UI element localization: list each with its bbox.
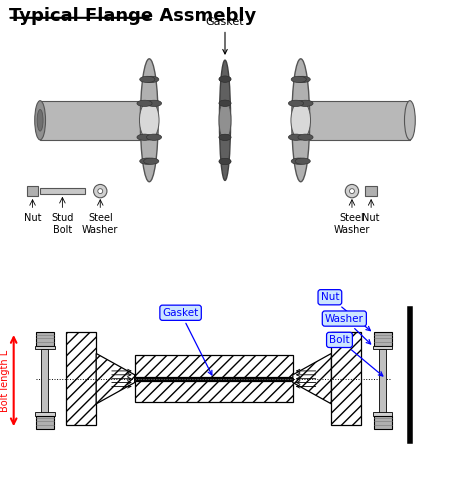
- Ellipse shape: [140, 59, 158, 182]
- Ellipse shape: [37, 109, 43, 131]
- Text: Bolt: Bolt: [329, 335, 383, 376]
- Bar: [35, 346, 55, 349]
- Bar: [298, 100, 410, 140]
- Ellipse shape: [296, 109, 302, 131]
- Ellipse shape: [288, 100, 304, 106]
- Ellipse shape: [288, 134, 304, 141]
- Ellipse shape: [298, 134, 313, 141]
- Ellipse shape: [219, 134, 231, 141]
- Text: Gasket: Gasket: [206, 17, 244, 54]
- Text: Stud
Bolt: Stud Bolt: [51, 213, 74, 235]
- Ellipse shape: [345, 185, 359, 198]
- Ellipse shape: [137, 134, 152, 141]
- Ellipse shape: [146, 134, 162, 141]
- Bar: [365, 186, 377, 196]
- Bar: [35, 412, 55, 415]
- Ellipse shape: [291, 100, 310, 140]
- Ellipse shape: [219, 134, 231, 141]
- Ellipse shape: [219, 76, 231, 82]
- Ellipse shape: [219, 158, 231, 164]
- Text: Nut: Nut: [362, 213, 380, 223]
- Text: Gasket: Gasket: [162, 308, 212, 375]
- Ellipse shape: [350, 189, 355, 194]
- Bar: [135, 355, 293, 377]
- Ellipse shape: [146, 100, 162, 106]
- Text: Washer: Washer: [325, 313, 371, 344]
- Text: Typical Flange Assmebly: Typical Flange Assmebly: [9, 6, 256, 25]
- Bar: [379, 349, 386, 415]
- Text: Nut: Nut: [24, 213, 41, 223]
- Bar: [374, 415, 392, 429]
- Text: Steel
Washer: Steel Washer: [82, 213, 118, 235]
- Bar: [135, 381, 293, 402]
- Ellipse shape: [137, 100, 152, 106]
- Bar: [373, 412, 392, 415]
- Ellipse shape: [405, 100, 415, 140]
- Bar: [135, 378, 293, 380]
- Bar: [40, 100, 152, 140]
- Ellipse shape: [219, 76, 231, 82]
- Ellipse shape: [144, 158, 159, 164]
- Ellipse shape: [219, 100, 231, 106]
- Bar: [36, 332, 54, 346]
- Ellipse shape: [146, 100, 157, 140]
- Ellipse shape: [219, 100, 231, 140]
- Text: Steel
Washer: Steel Washer: [334, 213, 370, 235]
- Bar: [373, 346, 392, 349]
- Bar: [41, 349, 48, 415]
- Ellipse shape: [140, 76, 155, 83]
- Bar: [27, 186, 38, 196]
- Polygon shape: [96, 353, 135, 404]
- Ellipse shape: [219, 158, 231, 164]
- Ellipse shape: [295, 158, 310, 164]
- Text: Nut: Nut: [320, 292, 370, 331]
- Ellipse shape: [98, 189, 103, 194]
- Ellipse shape: [140, 100, 159, 140]
- Bar: [374, 332, 392, 346]
- Ellipse shape: [298, 100, 313, 106]
- Bar: [36, 415, 54, 429]
- Text: Bolt length L: Bolt length L: [0, 349, 10, 412]
- Ellipse shape: [140, 158, 155, 164]
- Ellipse shape: [293, 100, 304, 140]
- Bar: [40, 189, 85, 194]
- Bar: [66, 332, 96, 425]
- Ellipse shape: [291, 76, 306, 83]
- Ellipse shape: [292, 59, 310, 182]
- Ellipse shape: [35, 100, 45, 140]
- Ellipse shape: [219, 100, 231, 106]
- Polygon shape: [293, 353, 331, 404]
- Ellipse shape: [94, 185, 107, 198]
- Ellipse shape: [295, 76, 310, 83]
- Ellipse shape: [144, 76, 159, 83]
- Bar: [331, 332, 361, 425]
- Ellipse shape: [220, 60, 230, 181]
- Ellipse shape: [291, 158, 306, 164]
